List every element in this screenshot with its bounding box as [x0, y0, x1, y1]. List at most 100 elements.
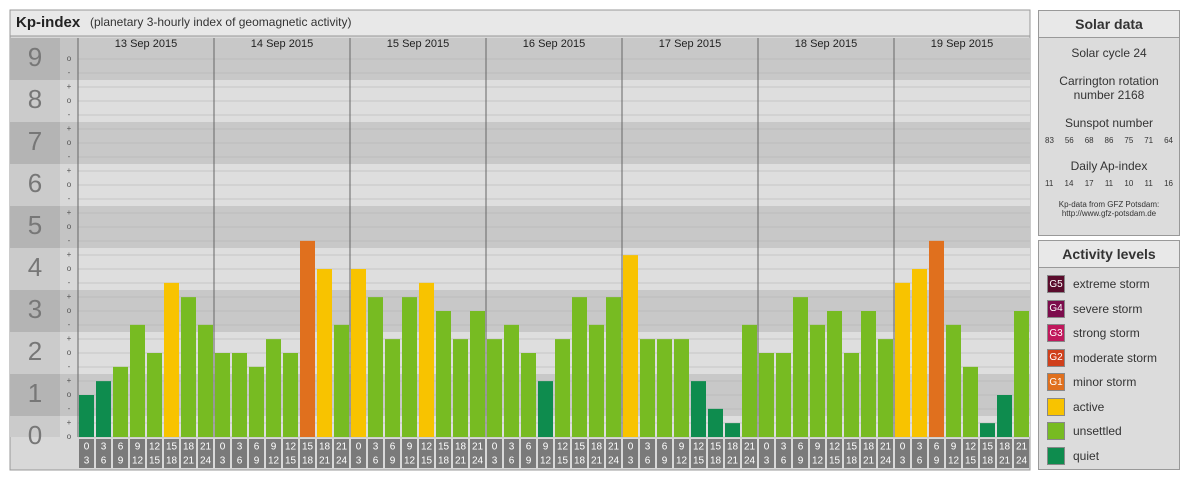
y-sub-label: o	[67, 96, 72, 105]
x-tick-label: 24	[744, 456, 756, 467]
x-tick-label: 12	[676, 456, 688, 467]
bar	[147, 353, 162, 437]
x-label-box	[487, 439, 502, 468]
bar	[776, 353, 791, 437]
axis-band	[10, 206, 60, 248]
bar	[385, 339, 400, 437]
x-label-box	[589, 439, 604, 468]
bar	[334, 324, 349, 437]
x-tick-label: 6	[917, 456, 923, 467]
legend-item: G3 strong storm	[1047, 323, 1140, 343]
sunspot-value: 64	[1164, 136, 1173, 145]
x-tick-label: 0	[492, 442, 498, 453]
x-label-box	[844, 439, 859, 468]
x-label-box	[657, 439, 672, 468]
bar	[912, 269, 927, 437]
y-sub-label: +	[67, 208, 72, 217]
x-tick-label: 18	[846, 456, 858, 467]
x-tick-label: 15	[965, 456, 977, 467]
ap-row: 11 14 17 11 10 11 16	[1045, 179, 1173, 188]
legend-item: G5 extreme storm	[1047, 274, 1150, 294]
x-tick-label: 15	[421, 456, 433, 467]
bar	[215, 353, 230, 437]
x-label-box	[215, 439, 230, 468]
day-label: 15 Sep 2015	[387, 38, 449, 50]
chart-title: Kp-index	[16, 14, 81, 31]
bar	[436, 311, 451, 437]
y-sub-label: o	[67, 264, 72, 273]
x-tick-label: 6	[781, 456, 787, 467]
legend: Activity levels G5 extreme storm G4 severe …	[1038, 240, 1180, 470]
y-sub-label: o	[67, 348, 72, 357]
x-label-box	[130, 439, 145, 468]
x-tick-label: 3	[492, 456, 498, 467]
x-label-box	[708, 439, 723, 468]
y-sub-label: o	[67, 390, 72, 399]
x-tick-label: 6	[254, 442, 260, 453]
x-tick-label: 12	[812, 456, 824, 467]
x-label-box	[351, 439, 366, 468]
bar	[572, 297, 587, 437]
x-tick-label: 6	[390, 442, 396, 453]
axis-band	[60, 38, 78, 80]
x-label-box	[878, 439, 893, 468]
x-tick-label: 24	[880, 456, 892, 467]
x-tick-label: 15	[302, 442, 314, 453]
x-tick-label: 3	[917, 442, 923, 453]
x-label-box	[555, 439, 570, 468]
y-sub-label: +	[67, 334, 72, 343]
bar	[232, 353, 247, 437]
x-label-box	[436, 439, 451, 468]
ap-value: 11	[1104, 179, 1114, 188]
y-sub-label: -	[68, 152, 71, 161]
bar	[1014, 311, 1029, 437]
y-tick-label: 0	[28, 420, 42, 450]
x-label-box	[725, 439, 740, 468]
axis-band	[60, 164, 78, 206]
bar	[470, 311, 485, 437]
bar	[113, 366, 128, 437]
axis-band	[10, 374, 60, 416]
x-tick-label: 9	[254, 456, 260, 467]
axis-band	[60, 206, 78, 248]
y-sub-label: -	[68, 320, 71, 329]
x-tick-label: 0	[220, 442, 226, 453]
x-tick-label: 3	[900, 456, 906, 467]
x-tick-label: 15	[710, 442, 722, 453]
bar	[844, 353, 859, 437]
x-tick-label: 12	[421, 442, 433, 453]
x-tick-label: 12	[132, 456, 144, 467]
x-tick-label: 15	[166, 442, 178, 453]
y-tick-label: 5	[28, 210, 42, 240]
y-tick-label: 8	[28, 84, 42, 114]
x-tick-label: 6	[373, 456, 379, 467]
x-tick-label: 18	[166, 456, 178, 467]
x-tick-label: 12	[268, 456, 280, 467]
legend-swatch: G4	[1047, 299, 1065, 318]
x-label-box	[249, 439, 264, 468]
ap-value: 10	[1124, 179, 1134, 188]
axis-band	[60, 374, 78, 416]
bar	[963, 366, 978, 437]
x-tick-label: 15	[557, 456, 569, 467]
bar	[589, 324, 604, 437]
x-label-box	[453, 439, 468, 468]
legend-item: G1 minor storm	[1047, 372, 1136, 392]
legend-label: active	[1073, 399, 1105, 414]
x-tick-label: 6	[237, 456, 243, 467]
axis-band	[60, 416, 78, 437]
x-tick-label: 18	[183, 442, 195, 453]
x-tick-label: 15	[438, 442, 450, 453]
day-label: 19 Sep 2015	[931, 38, 993, 50]
x-tick-label: 21	[472, 442, 484, 453]
x-tick-label: 12	[965, 442, 977, 453]
x-tick-label: 0	[900, 442, 906, 453]
bar	[487, 339, 502, 437]
x-tick-label: 21	[727, 456, 739, 467]
x-tick-label: 0	[764, 442, 770, 453]
axis-band	[60, 248, 78, 290]
legend-label: severe storm	[1073, 301, 1143, 316]
sunspot-title: Sunspot number	[1064, 116, 1154, 130]
y-sub-label: -	[68, 236, 71, 245]
x-tick-label: 24	[608, 456, 620, 467]
